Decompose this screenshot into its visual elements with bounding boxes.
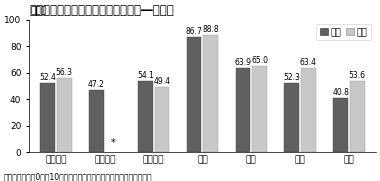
Text: 63.9: 63.9	[234, 58, 252, 67]
Bar	[57, 78, 71, 152]
Bar	[155, 87, 169, 152]
Text: 65.0: 65.0	[251, 56, 268, 65]
Text: 52.3: 52.3	[283, 73, 300, 82]
Text: 86.7: 86.7	[186, 27, 203, 36]
Bar	[333, 98, 348, 152]
Text: 56.3: 56.3	[56, 68, 73, 77]
Legend: 今回, 前回: 今回, 前回	[317, 24, 371, 41]
Bar	[301, 68, 316, 152]
Text: （点）: （点）	[30, 7, 47, 16]
Bar	[138, 81, 153, 152]
Text: 54.1: 54.1	[137, 71, 154, 80]
Text: 図表１１　政府のコロナ対応の評価―平均点: 図表１１ 政府のコロナ対応の評価―平均点	[29, 4, 174, 17]
Text: 53.6: 53.6	[349, 71, 366, 80]
Bar	[89, 90, 104, 152]
Bar	[236, 68, 250, 152]
Text: 52.4: 52.4	[39, 73, 56, 82]
Bar	[203, 35, 218, 152]
Bar	[252, 66, 267, 152]
Text: 63.4: 63.4	[300, 58, 317, 67]
Bar	[40, 83, 55, 152]
Text: *: *	[111, 138, 116, 148]
Text: 40.8: 40.8	[332, 88, 349, 97]
Bar	[350, 81, 364, 152]
Text: 注：アメリカは0点～10点で質問したので、回答の数値を１０倍した: 注：アメリカは0点～10点で質問したので、回答の数値を１０倍した	[4, 172, 152, 181]
Bar	[285, 83, 299, 152]
Text: 49.4: 49.4	[154, 77, 170, 86]
Text: 88.8: 88.8	[203, 24, 219, 33]
Text: 47.2: 47.2	[88, 80, 105, 89]
Bar	[187, 37, 201, 152]
